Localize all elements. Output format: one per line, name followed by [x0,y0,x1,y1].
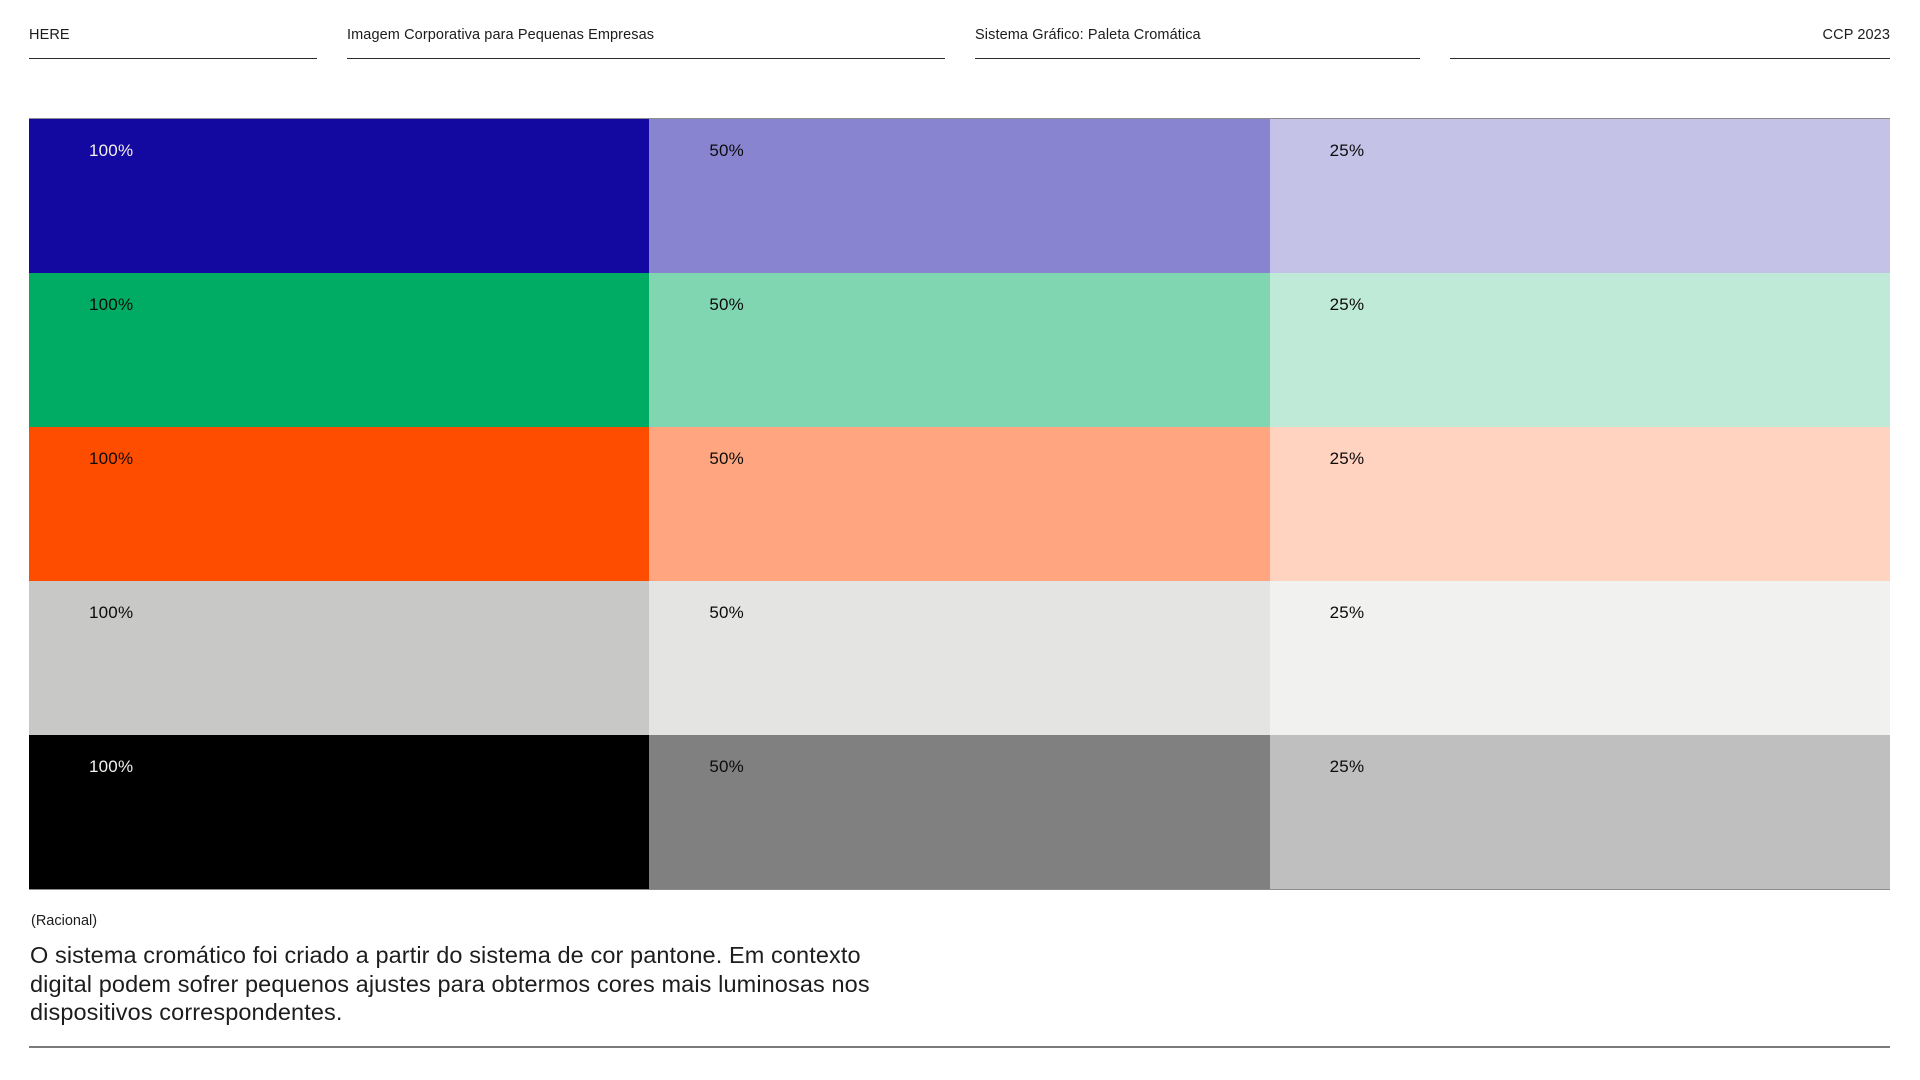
color-palette-grid: 100% 50% 25% 100% 50% 25% 100% [29,118,1890,890]
swatch-tint-label: 50% [709,141,744,160]
palette-row-primary-blue: 100% 50% 25% [29,119,1890,273]
swatch-lightgray-25: 25% [1269,581,1890,735]
swatch-green-25: 25% [1269,273,1890,427]
swatch-tint-label: 100% [89,757,134,776]
header-rule [1450,58,1890,59]
swatch-tint-label: 50% [709,603,744,622]
swatch-lightgray-50: 50% [649,581,1270,735]
swatch-tint-label: 100% [89,295,134,314]
header-rule [347,58,945,59]
swatch-tint-label: 100% [89,603,134,622]
swatch-tint-label: 100% [89,141,134,160]
header-column-year: CCP 2023 [1450,26,1890,59]
header-rule [975,58,1420,59]
palette-row-light-gray: 100% 50% 25% [29,581,1890,735]
swatch-orange-100: 100% [29,427,650,581]
header-column-section: Sistema Gráfico: Paleta Cromática [975,26,1420,59]
swatch-orange-50: 50% [649,427,1270,581]
swatch-blue-25: 25% [1269,119,1890,273]
header-year-label: CCP 2023 [1822,27,1890,43]
swatch-black-25: 25% [1269,735,1890,889]
swatch-tint-label: 100% [89,449,134,468]
header-brand-label: HERE [29,27,70,43]
swatch-tint-label: 25% [1329,295,1365,314]
header-section-label: Sistema Gráfico: Paleta Cromática [975,27,1201,43]
swatch-tint-label: 50% [709,295,744,314]
swatch-tint-label: 50% [709,757,744,776]
rationale-paragraph: O sistema cromático foi criado a partir … [30,942,870,1025]
page-header: HERE Imagem Corporativa para Pequenas Em… [29,26,1890,59]
swatch-blue-100: 100% [29,119,650,273]
palette-row-orange: 100% 50% 25% [29,427,1890,581]
header-column-brand: HERE [29,26,317,59]
palette-row-green: 100% 50% 25% [29,273,1890,427]
swatch-tint-label: 25% [1329,603,1365,622]
swatch-green-50: 50% [649,273,1270,427]
swatch-black-50: 50% [649,735,1270,889]
header-column-project: Imagem Corporativa para Pequenas Empresa… [347,26,945,59]
swatch-tint-label: 25% [1329,449,1365,468]
swatch-tint-label: 25% [1329,141,1365,160]
swatch-tint-label: 25% [1329,757,1365,776]
palette-row-black: 100% 50% 25% [29,735,1890,889]
swatch-blue-50: 50% [649,119,1270,273]
swatch-orange-25: 25% [1269,427,1890,581]
header-rule [29,58,317,59]
swatch-lightgray-100: 100% [29,581,650,735]
swatch-green-100: 100% [29,273,650,427]
header-project-label: Imagem Corporativa para Pequenas Empresa… [347,27,655,43]
swatch-tint-label: 50% [709,449,744,468]
swatch-black-100: 100% [29,735,650,889]
rationale-heading: (Racional) [31,913,98,929]
footer-divider [29,1046,1890,1048]
